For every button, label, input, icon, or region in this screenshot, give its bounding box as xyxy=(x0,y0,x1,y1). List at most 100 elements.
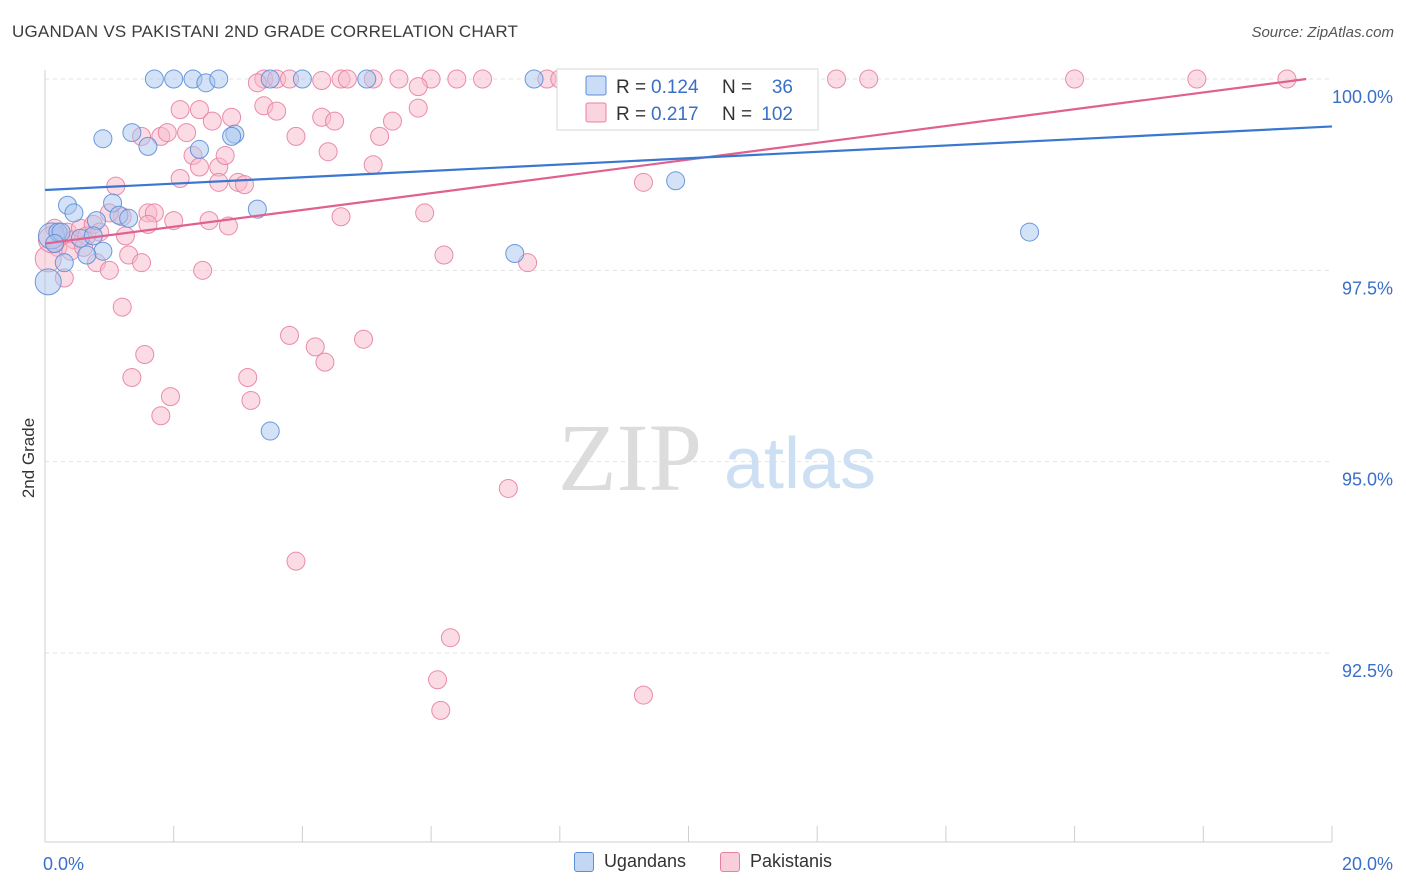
pakistanis-point-101 xyxy=(633,685,653,705)
y-tick-label-1: 97.5% xyxy=(1342,278,1393,298)
pakistanis-point-93 xyxy=(305,337,325,357)
y-tick-label-3: 92.5% xyxy=(1342,661,1393,681)
axes xyxy=(44,70,1332,843)
pakistanis-point-88 xyxy=(160,387,180,407)
pakistanis-point-33 xyxy=(382,111,402,131)
pakistanis-point-30 xyxy=(267,101,287,121)
trend-lines xyxy=(44,77,1333,245)
pakistanis-point-9 xyxy=(473,69,493,89)
pakistanis-point-46 xyxy=(363,155,383,175)
ugandans-point-1 xyxy=(164,69,184,89)
ugandans-point-0 xyxy=(144,69,164,89)
pakistanis-point-18 xyxy=(859,69,879,89)
ugandans-point-28 xyxy=(247,199,267,219)
pakistanis-point-100 xyxy=(431,700,451,720)
pakistanis-point-82 xyxy=(518,253,538,273)
source-label: Source: ZipAtlas.com xyxy=(1251,24,1394,41)
ugandans-point-31 xyxy=(1020,222,1040,242)
pakistanis-point-83 xyxy=(115,226,135,246)
pakistanis-point-98 xyxy=(440,628,460,648)
pakistanis-point-87 xyxy=(122,367,142,387)
ugandans-points xyxy=(34,69,1040,441)
pakistanis-point-21 xyxy=(1277,69,1297,89)
pakistanis-point-97 xyxy=(286,551,306,571)
pakistanis-point-19 xyxy=(1065,69,1085,89)
pakistanis-point-76 xyxy=(132,253,152,273)
watermark-atlas: atlas xyxy=(724,424,876,504)
x-tick-label-1: 20.0% xyxy=(1342,854,1393,874)
pakistanis-point-89 xyxy=(151,406,171,426)
pakistanis-point-42 xyxy=(189,157,209,177)
stats-ugandans-r-value: 0.124 xyxy=(651,77,699,98)
pakistanis-point-28 xyxy=(222,107,242,127)
pakistanis-point-85 xyxy=(112,297,132,317)
ugandans-point-27 xyxy=(34,268,62,296)
watermark-zip: ZIP xyxy=(558,404,702,511)
pakistanis-point-32 xyxy=(325,111,345,131)
pakistanis-point-60 xyxy=(415,203,435,223)
ugandans-point-25 xyxy=(93,241,113,261)
legend-label-ugandans: Ugandans xyxy=(603,851,687,871)
pakistanis-trend-line xyxy=(44,77,1307,245)
ugandans-point-12 xyxy=(189,139,209,159)
ugandans-swatch xyxy=(573,851,594,872)
pakistanis-point-59 xyxy=(331,207,351,227)
legend-item-pakistanis[interactable]: Pakistanis xyxy=(720,851,832,872)
ugandans-point-5 xyxy=(260,69,280,89)
pakistanis-point-45 xyxy=(318,142,338,162)
pakistanis-point-91 xyxy=(241,390,261,410)
pakistanis-point-86 xyxy=(135,345,155,365)
stats-pakistanis-n-value: 102 xyxy=(761,104,793,125)
pakistanis-point-44 xyxy=(215,146,235,166)
ugandans-trend-line xyxy=(44,125,1333,192)
pakistanis-point-96 xyxy=(498,478,518,498)
stats-ugandans-n-label: N = xyxy=(722,77,752,98)
pakistanis-point-51 xyxy=(234,175,254,195)
ugandans-point-34 xyxy=(77,245,97,265)
pakistanis-point-99 xyxy=(428,670,448,690)
pakistanis-point-17 xyxy=(827,69,847,89)
pakistanis-point-34 xyxy=(408,98,428,118)
pakistanis-point-48 xyxy=(170,168,190,188)
pakistanis-swatch xyxy=(720,851,741,872)
ugandans-point-20 xyxy=(119,208,139,228)
stats-ugandans-r-label: R = xyxy=(616,77,646,98)
ugandans-point-6 xyxy=(292,69,312,89)
pakistanis-point-24 xyxy=(408,77,428,97)
pakistanis-point-92 xyxy=(280,325,300,345)
ugandans-point-16 xyxy=(64,203,84,223)
pakistanis-point-25 xyxy=(170,100,190,120)
stats-pakistanis-n-label: N = xyxy=(722,104,752,125)
pakistanis-point-74 xyxy=(99,260,119,280)
ugandans-point-26 xyxy=(54,253,74,273)
y-axis-label: 2nd Grade xyxy=(19,418,38,498)
pakistanis-point-40 xyxy=(370,126,390,146)
pakistanis-point-20 xyxy=(1187,69,1207,89)
ugandans-point-30 xyxy=(666,171,686,191)
pakistanis-point-81 xyxy=(434,245,454,265)
ugandans-point-14 xyxy=(222,126,242,146)
chart-title: UGANDAN VS PAKISTANI 2ND GRADE CORRELATI… xyxy=(12,22,519,41)
pakistanis-point-6 xyxy=(389,69,409,89)
pakistanis-point-39 xyxy=(286,126,306,146)
pakistanis-point-56 xyxy=(218,216,238,236)
pakistanis-point-8 xyxy=(447,69,467,89)
stats-ugandans-swatch xyxy=(585,75,607,96)
x-tick-labels: 0.0% 20.0% xyxy=(43,854,1393,874)
pakistanis-points xyxy=(34,69,1297,720)
ugandans-point-17 xyxy=(86,211,106,231)
legend-label-pakistanis: Pakistanis xyxy=(750,851,833,871)
legend-item-ugandans[interactable]: Ugandans xyxy=(573,851,687,872)
stats-legend: R = 0.124 N = 36 R = 0.217 N = 102 xyxy=(556,68,819,131)
ugandans-point-11 xyxy=(138,136,158,156)
ugandans-point-32 xyxy=(260,421,280,441)
ugandans-point-9 xyxy=(93,129,113,149)
ugandans-point-29 xyxy=(505,243,525,263)
stats-ugandans-n-value: 36 xyxy=(772,77,793,98)
pakistanis-point-95 xyxy=(354,329,374,349)
ugandans-point-10 xyxy=(122,123,142,143)
ugandans-point-7 xyxy=(357,69,377,89)
y-tick-label-2: 95.0% xyxy=(1342,470,1393,490)
y-tick-labels: 100.0% 97.5% 95.0% 92.5% xyxy=(1332,87,1393,681)
